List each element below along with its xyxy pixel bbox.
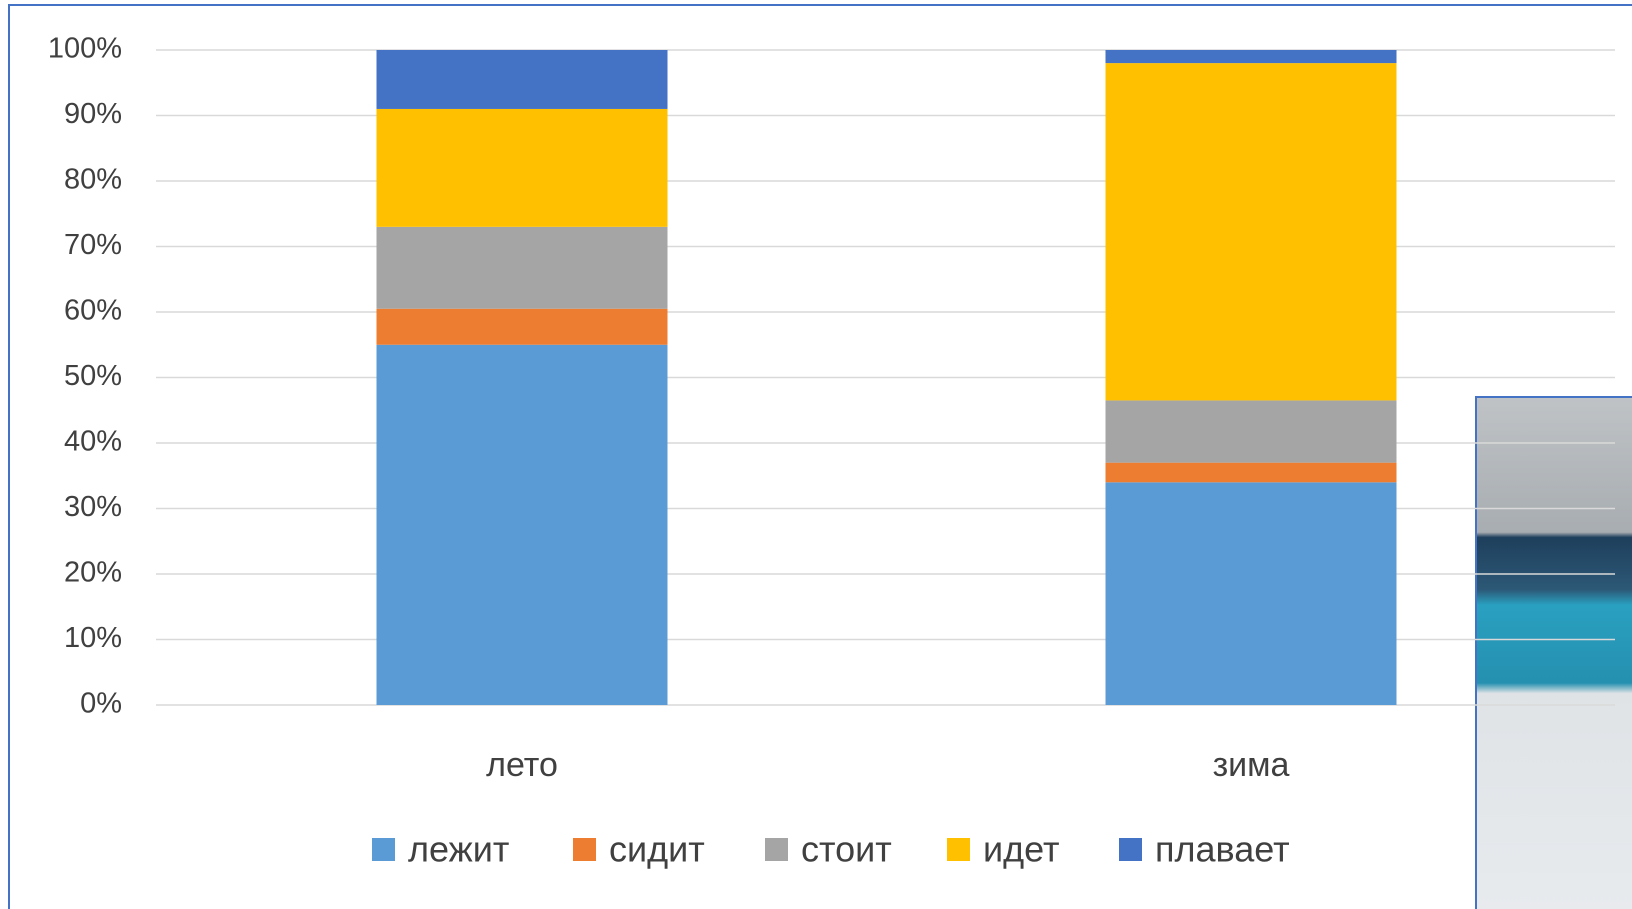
- y-tick-label: 60%: [64, 295, 122, 327]
- legend-swatch: [765, 838, 788, 861]
- y-tick-label: 0%: [80, 688, 122, 720]
- y-tick-label: 50%: [64, 360, 122, 392]
- y-tick-label: 70%: [64, 229, 122, 261]
- bar-segment: [1105, 400, 1397, 463]
- y-tick-label: 40%: [64, 426, 122, 458]
- bar-segment: [1105, 63, 1397, 401]
- legend-label: лежит: [408, 829, 509, 870]
- legend-swatch: [372, 838, 395, 861]
- y-tick-label: 100%: [48, 33, 122, 65]
- legend-swatch: [573, 838, 596, 861]
- x-tick-label: зима: [1213, 746, 1290, 784]
- legend-label: сидит: [609, 829, 705, 870]
- y-tick-label: 20%: [64, 557, 122, 589]
- bar-segment: [1105, 50, 1397, 64]
- legend-label: стоит: [801, 829, 892, 870]
- plot-area: 0% 10% 20% 30% 40% 50% 60% 70% 80% 90% 100% лето зим…: [48, 33, 1615, 870]
- y-tick-label: 90%: [64, 98, 122, 130]
- bar-segment: [376, 108, 668, 227]
- bar-segment: [376, 344, 668, 705]
- bar-segment: [376, 308, 668, 345]
- bar-segment: [1105, 462, 1397, 483]
- bar-segment: [376, 50, 668, 109]
- legend-label: идет: [983, 829, 1059, 870]
- frame: [8, 4, 1632, 909]
- y-tick-label: 10%: [64, 622, 122, 654]
- bar-segment: [376, 226, 668, 309]
- bar-segment: [1105, 482, 1397, 705]
- legend-label: плавает: [1155, 829, 1290, 870]
- y-tick-label: 30%: [64, 491, 122, 523]
- y-tick-label: 80%: [64, 164, 122, 196]
- legend-swatch: [1119, 838, 1142, 861]
- photo: [1475, 396, 1632, 909]
- x-tick-label: лето: [486, 746, 558, 784]
- legend-swatch: [947, 838, 970, 861]
